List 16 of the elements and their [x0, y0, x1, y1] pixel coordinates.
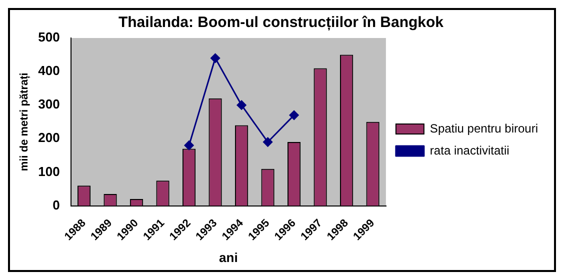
- y-tick-label: 500: [38, 30, 60, 45]
- point: [236, 100, 246, 110]
- y-tick-label: 400: [38, 63, 60, 78]
- y-tick-label: 0: [52, 197, 60, 212]
- y-tick-label: 200: [38, 130, 60, 146]
- point: [210, 53, 220, 63]
- legend-label: rata inactivitatii: [430, 143, 510, 158]
- y-tick-label: 300: [38, 96, 60, 112]
- legend-label: Spatiu pentru birouri: [430, 121, 538, 136]
- chart-title: Thailanda: Boom-ul construcțiilor în Bangkok: [118, 14, 444, 32]
- point: [184, 140, 194, 150]
- y-axis-title: mii de metri pătrați: [18, 72, 31, 172]
- x-axis-title: ani: [219, 250, 238, 265]
- y-tick-label: 100: [38, 164, 60, 179]
- point: [289, 110, 299, 120]
- point: [263, 137, 273, 147]
